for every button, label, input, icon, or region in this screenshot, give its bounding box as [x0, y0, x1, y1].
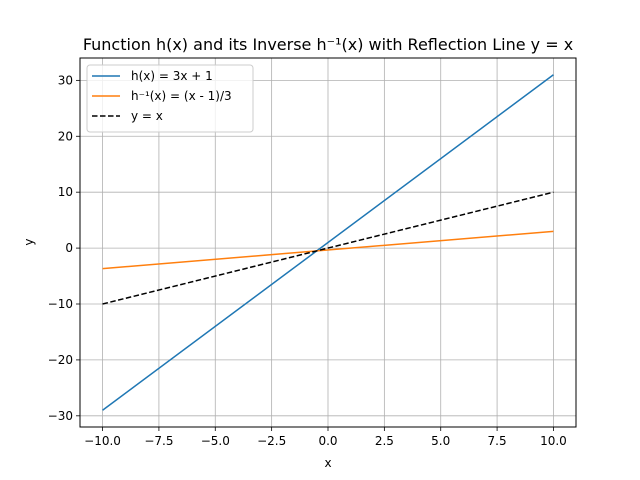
y-tick-label: 20: [58, 129, 73, 143]
x-tick-label: −7.5: [144, 434, 173, 448]
legend-label-2: y = x: [131, 109, 163, 123]
legend: h(x) = 3x + 1 h⁻¹(x) = (x - 1)/3 y = x: [86, 64, 254, 133]
x-tick-label: 10.0: [540, 434, 567, 448]
y-axis-label: y: [22, 238, 36, 245]
y-tick-label: −30: [48, 409, 73, 423]
y-tick-label: −10: [48, 297, 73, 311]
y-tick-label: 30: [58, 73, 73, 87]
chart-title: Function h(x) and its Inverse h⁻¹(x) wit…: [83, 35, 573, 54]
x-tick-label: −2.5: [257, 434, 286, 448]
y-tick-label: 0: [65, 241, 73, 255]
x-tick-label: 5.0: [431, 434, 450, 448]
series-line-2: [102, 191, 554, 305]
legend-box: [86, 64, 254, 133]
x-tick-label: 2.5: [375, 434, 394, 448]
y-tick-label: −20: [48, 353, 73, 367]
legend-label-1: h⁻¹(x) = (x - 1)/3: [131, 89, 232, 103]
x-axis: −10.0 −7.5 −5.0 −2.5 0.0 2.5 5.0 7.5 10.0: [84, 427, 567, 448]
series-line-1: [102, 230, 554, 270]
x-tick-label: −10.0: [84, 434, 121, 448]
x-axis-label: x: [324, 456, 331, 470]
series-line-0: [102, 74, 554, 411]
legend-label-0: h(x) = 3x + 1: [131, 69, 213, 83]
x-tick-label: 0.0: [318, 434, 337, 448]
series-layer: [102, 74, 554, 411]
y-tick-label: 10: [58, 185, 73, 199]
x-tick-label: 7.5: [488, 434, 507, 448]
y-axis: −30 −20 −10 0 10 20 30: [48, 73, 80, 423]
x-tick-label: −5.0: [201, 434, 230, 448]
